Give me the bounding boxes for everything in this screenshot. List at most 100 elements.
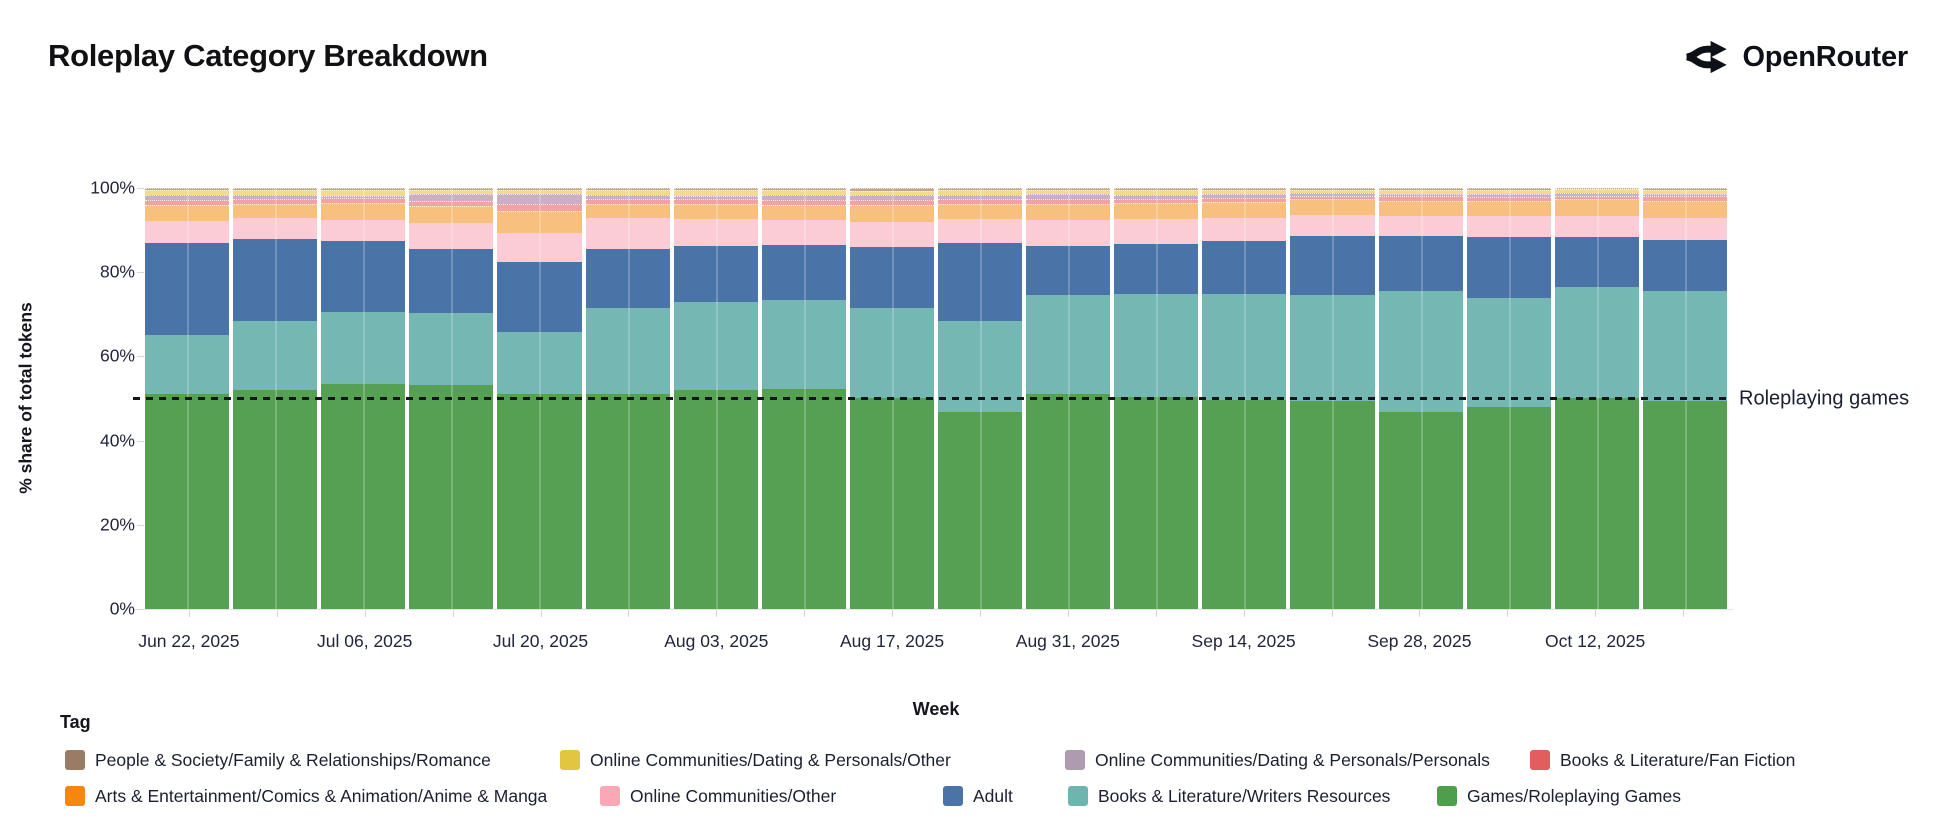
bar-segment[interactable]: [1026, 245, 1111, 296]
bar-segment[interactable]: [321, 383, 406, 609]
bar-segment[interactable]: [233, 204, 318, 219]
bar-week-7[interactable]: [673, 188, 758, 609]
bar-segment[interactable]: [1026, 219, 1111, 246]
legend-item[interactable]: Games/Roleplaying Games: [1437, 784, 1681, 808]
bar-segment[interactable]: [497, 188, 582, 191]
bar-segment[interactable]: [233, 190, 318, 196]
bar-segment[interactable]: [1202, 189, 1287, 195]
bar-segment[interactable]: [1114, 218, 1199, 245]
bar-segment[interactable]: [1378, 200, 1463, 216]
bar-segment[interactable]: [1026, 203, 1111, 220]
bar-segment[interactable]: [849, 190, 934, 195]
bar-segment[interactable]: [1114, 244, 1199, 295]
bar-segment[interactable]: [761, 299, 846, 389]
bar-segment[interactable]: [145, 194, 230, 200]
bar-segment[interactable]: [321, 312, 406, 384]
bar-segment[interactable]: [1026, 189, 1111, 195]
bar-segment[interactable]: [1290, 188, 1375, 190]
bar-segment[interactable]: [761, 220, 846, 245]
bar-segment[interactable]: [849, 194, 934, 200]
bar-segment[interactable]: [673, 301, 758, 391]
bar-segment[interactable]: [1290, 215, 1375, 237]
bar-segment[interactable]: [585, 199, 670, 204]
bar-week-12[interactable]: [1114, 188, 1199, 609]
bar-week-18[interactable]: [1642, 188, 1727, 609]
bar-segment[interactable]: [1290, 196, 1375, 200]
bar-segment[interactable]: [145, 242, 230, 336]
bar-segment[interactable]: [409, 193, 494, 201]
bar-segment[interactable]: [1114, 198, 1199, 204]
bar-segment[interactable]: [1642, 200, 1727, 218]
bar-segment[interactable]: [1554, 236, 1639, 288]
bar-segment[interactable]: [409, 384, 494, 609]
bar-segment[interactable]: [937, 199, 1023, 205]
bar-segment[interactable]: [145, 335, 230, 395]
bar-week-4[interactable]: [409, 188, 494, 609]
legend-item[interactable]: Online Communities/Dating & Personals/Pe…: [1065, 748, 1490, 772]
bar-segment[interactable]: [233, 188, 318, 191]
bar-segment[interactable]: [1466, 216, 1551, 237]
legend-item[interactable]: Arts & Entertainment/Comics & Animation/…: [65, 784, 547, 808]
bar-segment[interactable]: [761, 388, 846, 609]
bar-segment[interactable]: [1114, 396, 1199, 609]
legend-item[interactable]: Books & Literature/Fan Fiction: [1530, 748, 1795, 772]
bar-segment[interactable]: [497, 194, 582, 204]
bar-segment[interactable]: [1378, 290, 1463, 412]
bar-segment[interactable]: [585, 189, 670, 196]
bar-segment[interactable]: [937, 321, 1023, 412]
bar-segment[interactable]: [849, 199, 934, 205]
bar-segment[interactable]: [673, 219, 758, 247]
bar-segment[interactable]: [1202, 198, 1287, 203]
bar-segment[interactable]: [585, 218, 670, 250]
bar-segment[interactable]: [673, 190, 758, 196]
bar-segment[interactable]: [1466, 406, 1551, 609]
bar-segment[interactable]: [1290, 401, 1375, 609]
bar-segment[interactable]: [937, 219, 1023, 243]
bar-segment[interactable]: [1466, 201, 1551, 217]
bar-segment[interactable]: [849, 246, 934, 308]
bar-segment[interactable]: [145, 189, 230, 195]
bar-segment[interactable]: [761, 199, 846, 205]
bar-segment[interactable]: [937, 204, 1023, 220]
bar-segment[interactable]: [1642, 188, 1727, 190]
legend-item[interactable]: Adult: [943, 784, 1013, 808]
bar-week-2[interactable]: [233, 188, 318, 609]
bar-segment[interactable]: [761, 190, 846, 196]
legend-item[interactable]: Online Communities/Dating & Personals/Ot…: [560, 748, 951, 772]
bar-segment[interactable]: [1290, 294, 1375, 402]
bar-segment[interactable]: [1642, 217, 1727, 241]
bar-segment[interactable]: [1026, 199, 1111, 204]
bar-segment[interactable]: [1378, 196, 1463, 201]
bar-segment[interactable]: [1026, 394, 1111, 609]
bar-segment[interactable]: [1026, 295, 1111, 395]
bar-segment[interactable]: [585, 308, 670, 395]
bar-week-6[interactable]: [585, 188, 670, 609]
bar-segment[interactable]: [497, 190, 582, 195]
bar-segment[interactable]: [849, 308, 934, 398]
bar-segment[interactable]: [1642, 240, 1727, 292]
bar-segment[interactable]: [1202, 294, 1287, 400]
bar-segment[interactable]: [1114, 294, 1199, 397]
bar-segment[interactable]: [1554, 215, 1639, 237]
bar-segment[interactable]: [1202, 194, 1287, 199]
bar-week-16[interactable]: [1466, 188, 1551, 609]
bar-segment[interactable]: [321, 188, 406, 190]
bar-segment[interactable]: [937, 190, 1023, 195]
bar-segment[interactable]: [497, 211, 582, 234]
bar-segment[interactable]: [497, 203, 582, 212]
bar-segment[interactable]: [849, 188, 934, 191]
bar-segment[interactable]: [1466, 236, 1551, 299]
bar-segment[interactable]: [849, 204, 934, 222]
bar-segment[interactable]: [937, 242, 1023, 322]
bar-segment[interactable]: [673, 204, 758, 220]
bar-segment[interactable]: [145, 199, 230, 205]
bar-segment[interactable]: [1554, 188, 1639, 190]
bar-segment[interactable]: [409, 222, 494, 250]
bar-segment[interactable]: [761, 204, 846, 221]
bar-segment[interactable]: [497, 233, 582, 262]
bar-segment[interactable]: [409, 206, 494, 223]
bar-segment[interactable]: [761, 244, 846, 300]
bar-segment[interactable]: [1378, 189, 1463, 194]
bar-segment[interactable]: [409, 190, 494, 194]
bar-segment[interactable]: [233, 238, 318, 321]
